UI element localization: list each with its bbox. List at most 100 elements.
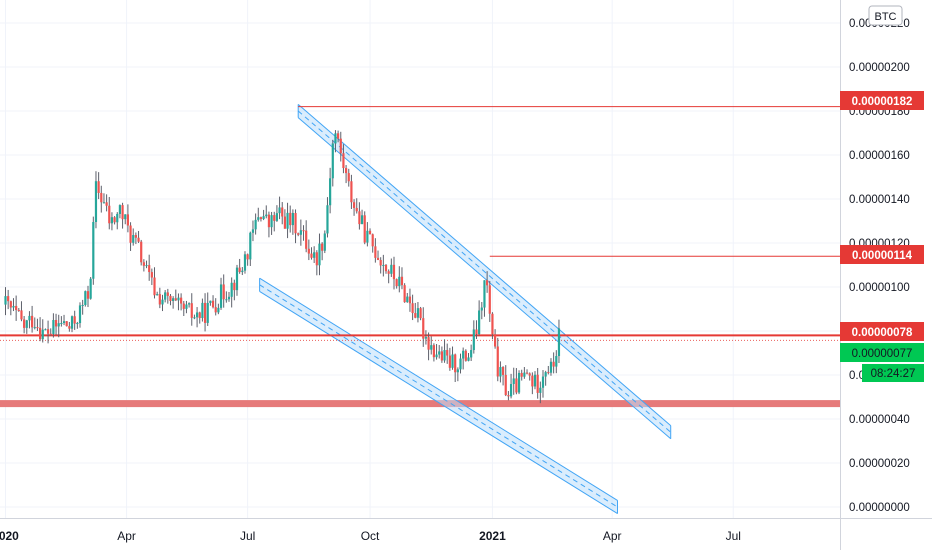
- candle-body: [315, 252, 318, 266]
- candle-body: [166, 292, 169, 296]
- candle: [190, 293, 193, 326]
- candle: [531, 372, 534, 395]
- candle-body: [307, 248, 310, 254]
- y-tick-label: 0.00000140: [849, 194, 910, 206]
- channel-upper-bottom-edge[interactable]: [297, 117, 672, 440]
- candle: [480, 302, 483, 320]
- candle-body: [33, 327, 36, 329]
- candle-body: [541, 376, 545, 388]
- last-price-tag: 0.00000077: [840, 343, 924, 362]
- candle: [411, 294, 414, 321]
- candle-body: [201, 302, 204, 319]
- candle-body: [390, 264, 393, 274]
- candle-body: [28, 315, 31, 321]
- candle-body: [78, 305, 82, 324]
- candle: [297, 232, 300, 237]
- candle-body: [366, 230, 369, 243]
- candle: [331, 139, 334, 187]
- candle: [23, 315, 26, 334]
- candle: [113, 216, 116, 225]
- candle: [507, 391, 510, 401]
- candle: [134, 232, 137, 245]
- candle: [438, 345, 441, 359]
- candle: [541, 370, 545, 398]
- candle: [459, 353, 462, 374]
- candle: [243, 251, 247, 274]
- candle: [219, 277, 223, 310]
- candle-body: [475, 329, 478, 335]
- candle: [206, 292, 209, 326]
- candle-body: [148, 265, 151, 273]
- candle-body: [150, 272, 153, 278]
- candle-body: [214, 307, 217, 313]
- time-axis[interactable]: 2020 Apr Jul Oct 2021 Apr Jul: [0, 529, 741, 543]
- candle-body: [544, 372, 547, 377]
- candle: [501, 366, 505, 386]
- candle-body: [536, 374, 539, 393]
- candle: [68, 322, 71, 332]
- candle: [360, 209, 364, 225]
- candle-body: [249, 232, 252, 260]
- channel-upper[interactable]: [297, 104, 672, 440]
- candle: [525, 369, 529, 375]
- candle: [379, 257, 382, 274]
- candle-body: [302, 230, 305, 232]
- candle-body: [456, 369, 459, 373]
- candle: [504, 365, 507, 397]
- candle: [310, 247, 313, 260]
- currency-badge-label: BTC: [875, 11, 897, 23]
- candle: [494, 329, 497, 349]
- candle: [262, 209, 265, 221]
- candle-body: [392, 264, 396, 280]
- candle-body: [382, 264, 385, 266]
- candle: [486, 271, 489, 293]
- candle: [305, 220, 308, 253]
- candle-body: [41, 329, 44, 340]
- candle-body: [379, 259, 382, 266]
- candle-body: [169, 295, 172, 302]
- trend-channels[interactable]: [259, 104, 672, 515]
- candle-body: [318, 243, 321, 266]
- candle: [124, 214, 127, 225]
- candle-body: [108, 205, 111, 224]
- candle-body: [203, 302, 207, 323]
- candle: [555, 350, 558, 374]
- candle: [129, 222, 132, 251]
- channel-lower-bottom-edge[interactable]: [259, 290, 618, 515]
- candle: [419, 306, 422, 321]
- candle-body: [94, 181, 98, 223]
- channel-upper-top-edge[interactable]: [297, 104, 672, 426]
- candle: [145, 260, 148, 269]
- candlesticks: [4, 130, 561, 404]
- candle: [214, 298, 217, 316]
- candle-body: [257, 217, 260, 220]
- horizontal-levels[interactable]: [0, 106, 840, 341]
- candle: [12, 298, 15, 312]
- candle-body: [225, 299, 228, 301]
- candle-body: [395, 279, 398, 287]
- candle-body: [188, 303, 191, 305]
- currency-badge[interactable]: BTC: [868, 5, 903, 26]
- candle-body: [172, 298, 175, 302]
- candle: [398, 266, 401, 293]
- candle-body: [408, 296, 412, 304]
- candle: [100, 185, 103, 213]
- candle-body: [299, 230, 302, 235]
- level-current-tag-label: 0.00000078: [852, 327, 913, 339]
- channel-lower-top-edge[interactable]: [259, 277, 618, 501]
- candle: [233, 279, 236, 301]
- candle: [456, 367, 459, 382]
- candle-body: [504, 374, 507, 396]
- candle: [97, 172, 100, 200]
- candle: [488, 280, 491, 322]
- channel-lower[interactable]: [259, 277, 618, 515]
- candle: [464, 349, 467, 362]
- candle: [121, 202, 124, 229]
- candle: [28, 311, 31, 329]
- candle: [472, 320, 475, 354]
- candle-body: [25, 320, 28, 328]
- candle: [446, 343, 449, 364]
- candle-body: [557, 328, 561, 357]
